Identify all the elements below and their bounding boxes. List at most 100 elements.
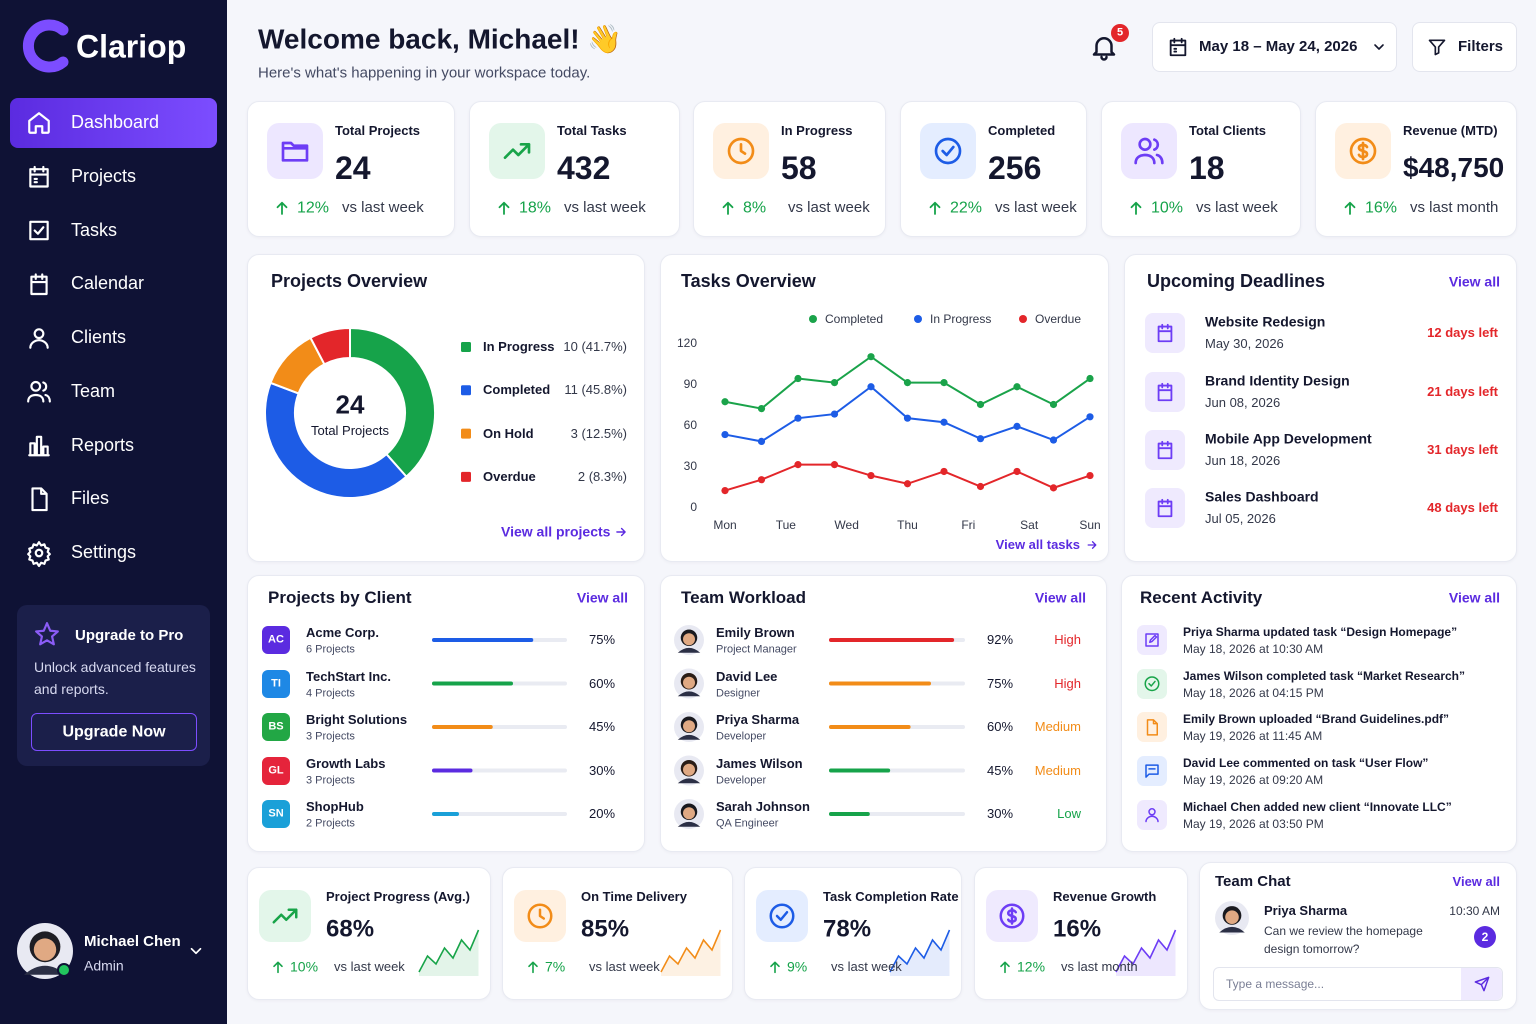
- icon-path: [1146, 719, 1158, 736]
- card-title: Projects Overview: [271, 271, 428, 292]
- card-link[interactable]: View all: [1452, 874, 1500, 890]
- card-title: Team Chat: [1215, 873, 1291, 890]
- icon-path: [28, 112, 50, 134]
- avatar-face: [683, 720, 695, 733]
- member-priority: High: [1054, 675, 1081, 691]
- page-title: Welcome back, Michael! 👋: [258, 23, 623, 55]
- icon: [1130, 201, 1142, 215]
- activity-text: Michael Chen added new client “Innovate …: [1183, 799, 1452, 814]
- icon-path: [190, 947, 202, 955]
- line-point: [867, 383, 875, 391]
- member-name: James Wilson: [716, 755, 803, 771]
- line-point: [1013, 467, 1021, 476]
- icon-path: [1374, 44, 1384, 50]
- nav-item[interactable]: Clients: [71, 327, 127, 348]
- filters-bg: [1412, 22, 1517, 72]
- icon-path: [1130, 201, 1142, 215]
- avatar-face: [683, 763, 695, 776]
- donut-total-label: Total Projects: [310, 423, 390, 439]
- icon: [273, 961, 283, 974]
- legend-label: On Hold: [483, 425, 534, 441]
- activity-text: Emily Brown uploaded “Brand Guidelines.p…: [1183, 712, 1450, 727]
- client-name: Acme Corp.: [306, 625, 379, 641]
- legend-label: Overdue: [1035, 311, 1082, 326]
- icon: [28, 435, 50, 457]
- kpi-value: 16%: [1053, 915, 1102, 943]
- client-projects: 4 Projects: [306, 686, 355, 699]
- line-point: [903, 480, 912, 488]
- filters-button[interactable]: Filters: [1458, 38, 1504, 55]
- icon: [27, 541, 51, 568]
- icon-path: [1169, 37, 1187, 57]
- stat-compare: vs last week: [564, 199, 646, 216]
- icon: [1428, 39, 1446, 56]
- activity-text: Priya Sharma updated task “Design Homepa…: [1183, 624, 1458, 639]
- stat-change: 22%: [950, 199, 983, 217]
- date-range[interactable]: May 18 – May 24, 2026: [1199, 38, 1358, 55]
- kpi-value: 68%: [326, 915, 375, 943]
- icon-path: [273, 961, 283, 974]
- icon: [30, 273, 48, 296]
- sparkline: [418, 929, 480, 973]
- workload-bar: [829, 812, 870, 816]
- upgrade-title: Upgrade to Pro: [75, 627, 184, 644]
- line-point: [794, 461, 802, 469]
- card-link[interactable]: View all projects: [501, 523, 611, 540]
- nav-item[interactable]: Settings: [71, 542, 137, 563]
- deadline-date: Jun 18, 2026: [1205, 453, 1281, 469]
- stat-value: 58: [781, 149, 817, 186]
- line-point: [721, 398, 729, 406]
- date-range-bg: [1152, 22, 1397, 72]
- line-point: [757, 405, 766, 413]
- kpi-icon-bg: [259, 890, 311, 942]
- card-link[interactable]: View all tasks: [995, 537, 1080, 553]
- deadline-remaining: 12 days left: [1427, 325, 1498, 341]
- icon-path: [722, 201, 734, 215]
- kpi-change: 10%: [290, 958, 319, 975]
- client-badge-bg: [262, 626, 290, 654]
- brand[interactable]: Clariop: [76, 28, 187, 65]
- user-role: Admin: [84, 957, 124, 974]
- member-priority: Medium: [1034, 762, 1081, 778]
- line-point: [1086, 413, 1094, 421]
- nav-item[interactable]: Projects: [71, 165, 137, 186]
- nav-item[interactable]: Files: [71, 488, 110, 509]
- icon-path: [1000, 961, 1010, 974]
- activity-time: May 19, 2026 at 11:45 AM: [1183, 729, 1323, 744]
- stat-icon-bg: [920, 123, 976, 179]
- legend-value: 10 (41.7%): [563, 339, 627, 355]
- card: [660, 254, 1109, 562]
- stat-compare: vs last month: [1410, 199, 1499, 216]
- nav-item[interactable]: Reports: [71, 434, 135, 455]
- nav-item[interactable]: Calendar: [71, 273, 145, 294]
- nav-item[interactable]: Tasks: [71, 219, 118, 240]
- card-link[interactable]: View all: [1448, 273, 1500, 290]
- progress-bar: [432, 681, 513, 686]
- upgrade-button[interactable]: Upgrade Now: [62, 723, 166, 741]
- y-tick-label: 60: [683, 417, 697, 432]
- icon-path: [1134, 137, 1164, 165]
- card-link[interactable]: View all: [1448, 589, 1500, 606]
- icon-path: [1157, 440, 1173, 460]
- card-link[interactable]: View all: [1034, 589, 1086, 606]
- client-projects: 3 Projects: [306, 730, 355, 743]
- icon: [190, 947, 202, 955]
- icon: [1092, 37, 1116, 61]
- avatar-face: [683, 676, 695, 689]
- kpi-compare: vs last week: [831, 959, 902, 975]
- stat-icon-bg: [267, 123, 323, 179]
- client-badge-bg: [262, 800, 290, 828]
- client-initials: TI: [271, 676, 281, 689]
- donut-segment: [264, 381, 408, 499]
- line-point: [940, 418, 948, 426]
- nav-item[interactable]: Dashboard: [71, 112, 160, 133]
- line-point: [1049, 484, 1058, 492]
- nav-item[interactable]: Team: [71, 380, 116, 401]
- donut-segment: [309, 326, 351, 366]
- upgrade-card: [17, 605, 210, 766]
- icon-path: [276, 201, 288, 215]
- line-point: [1049, 436, 1058, 444]
- icon: [276, 201, 288, 215]
- chat-input[interactable]: Type a message...: [1226, 976, 1325, 991]
- card-link[interactable]: View all: [576, 589, 628, 606]
